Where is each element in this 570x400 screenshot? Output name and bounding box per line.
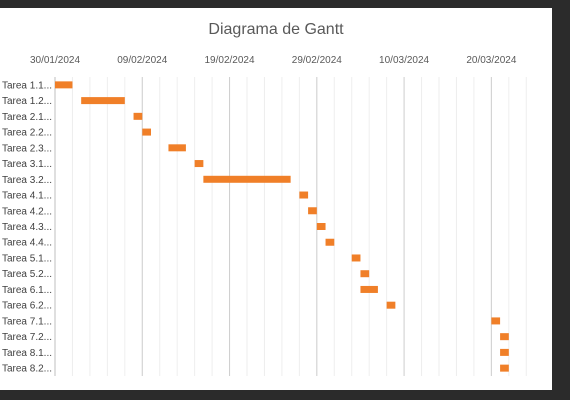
task-label: Tarea 3.1... [2,159,52,170]
task-bar [325,238,335,246]
task-label: Tarea 1.2... [2,96,52,107]
x-tick-label: 10/03/2024 [379,55,429,66]
task-label: Tarea 4.1... [2,191,52,202]
task-label: Tarea 5.2... [2,269,52,280]
task-bar [360,285,378,293]
gantt-chart: 30/01/2024 09/02/2024 19/02/2024 29/02/2024… [2,55,527,376]
task-bar [55,81,73,89]
task-label: Tarea 8.1... [2,348,52,359]
x-tick-label: 30/01/2024 [30,55,80,66]
task-label: Tarea 7.2... [2,332,52,343]
x-tick-label: 09/02/2024 [117,55,167,66]
task-bar [308,207,317,215]
task-bar [81,97,125,105]
task-label: Tarea 2.3... [2,143,52,154]
task-bar [500,348,509,356]
task-label: Tarea 7.1... [2,316,52,327]
task-label: Tarea 1.1... [2,80,52,91]
task-bar [142,128,151,136]
task-bar [386,301,396,309]
task-label: Tarea 5.1... [2,253,52,264]
x-tick-label: 19/02/2024 [205,55,255,66]
task-label: Tarea 4.4... [2,238,52,249]
task-label: Tarea 4.3... [2,222,52,233]
chart-area: Diagrama de Gantt 30/01/2024 09/02/2024 19… [0,8,552,390]
task-bar [360,270,370,278]
task-label: Tarea 3.2... [2,175,52,186]
task-label: Tarea 6.2... [2,301,52,312]
task-bar [351,254,361,262]
task-bar [491,317,501,325]
task-label: Tarea 2.2... [2,128,52,139]
x-tick-label: 29/02/2024 [292,55,342,66]
task-bar [168,144,186,152]
task-bar [500,333,509,341]
task-label: Tarea 4.2... [2,206,52,217]
task-bar [194,160,204,168]
task-bar [500,364,509,372]
task-bar [133,112,143,120]
x-tick-label: 20/03/2024 [466,55,516,66]
task-label: Tarea 8.2... [2,364,52,375]
task-bar [299,191,309,199]
task-bar [316,223,326,230]
task-label: Tarea 6.1... [2,285,52,296]
task-label: Tarea 2.1... [2,112,52,123]
chart-title: Diagrama de Gantt [208,21,344,38]
task-bar [203,175,291,183]
